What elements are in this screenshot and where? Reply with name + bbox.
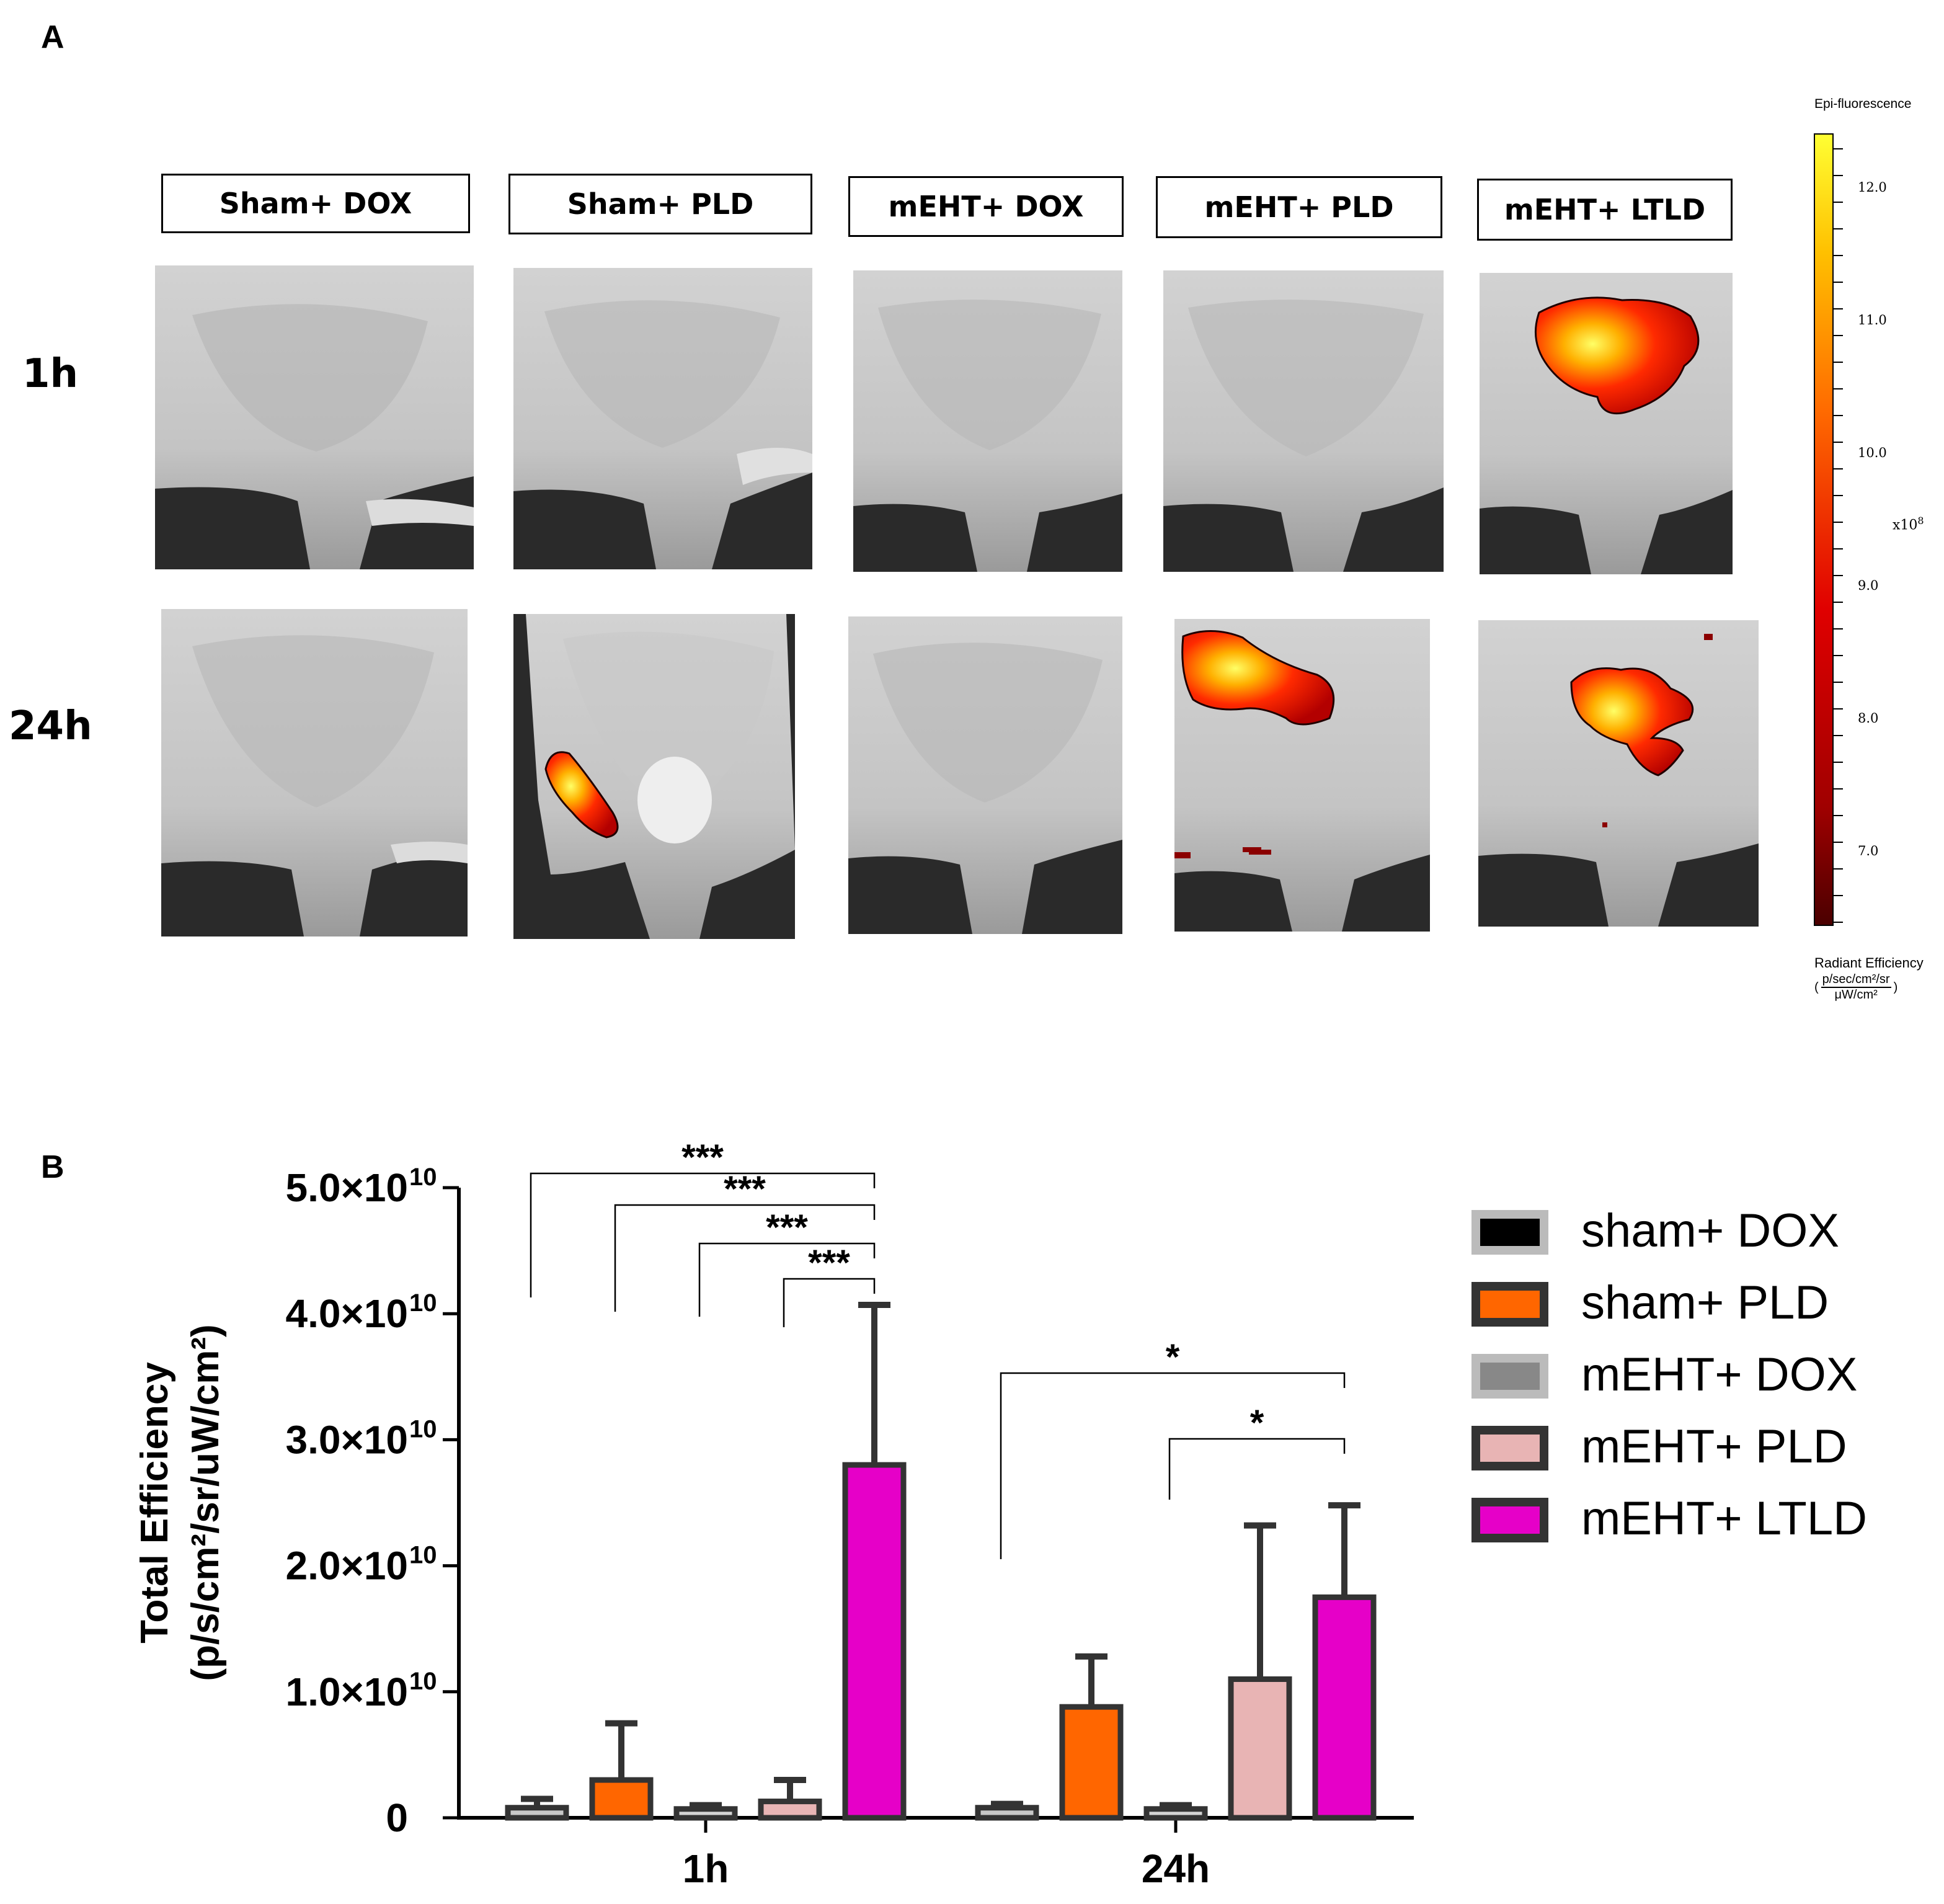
legend-swatch bbox=[1471, 1354, 1548, 1399]
colorbar-unit-title: Radiant Efficiency bbox=[1814, 955, 1924, 971]
y-tick-exponent: 10 bbox=[409, 1289, 437, 1317]
x-tick-label: 24h bbox=[1142, 1846, 1210, 1891]
legend-swatch bbox=[1471, 1498, 1548, 1542]
significance-label: *** bbox=[808, 1243, 850, 1283]
bar bbox=[673, 1806, 738, 1821]
y-tick-exponent: 10 bbox=[409, 1163, 437, 1191]
group-label-meht-ltld: mEHT+ LTLD bbox=[1477, 179, 1733, 241]
colorbar-tick-label: 11.0 bbox=[1858, 313, 1887, 327]
y-tick-exponent: 10 bbox=[409, 1542, 437, 1569]
bar bbox=[1312, 1594, 1377, 1821]
y-tick-label: 4.0×10 bbox=[285, 1291, 408, 1336]
y-tick-label: 0 bbox=[386, 1795, 408, 1840]
image-meht-ltld-1h bbox=[1480, 273, 1733, 574]
significance-label: * bbox=[1166, 1337, 1180, 1377]
chart-significance: ************** bbox=[530, 1137, 1346, 1559]
y-axis-label-line2: (p/s/cm²/sr/uW/cm²) bbox=[184, 1324, 227, 1681]
colorbar-multiplier: x108 bbox=[1893, 515, 1924, 533]
bar bbox=[975, 1805, 1039, 1821]
bar bbox=[589, 1777, 654, 1821]
legend-label: sham+ DOX bbox=[1581, 1204, 1839, 1257]
colorbar-tick-label: 9.0 bbox=[1858, 578, 1879, 593]
legend-label: mEHT+ PLD bbox=[1581, 1420, 1847, 1473]
bar-chart: 01.0×10 102.0×10 103.0×10 104.0×10 105.0×10 1… bbox=[133, 1137, 1867, 1891]
panel-a-letter: A bbox=[41, 19, 64, 55]
image-meht-dox-24h bbox=[848, 616, 1122, 934]
bar bbox=[758, 1799, 822, 1821]
legend-swatch bbox=[1471, 1282, 1548, 1327]
y-tick-label: 1.0×10 bbox=[285, 1670, 408, 1714]
legend-label: mEHT+ LTLD bbox=[1581, 1492, 1867, 1545]
y-tick-label: 5.0×10 bbox=[285, 1165, 408, 1210]
image-sham-pld-24h bbox=[513, 614, 795, 939]
colorbar-unit-denominator: μW/cm² bbox=[1834, 988, 1878, 1002]
significance-label: *** bbox=[766, 1208, 808, 1248]
colorbar-unit-fraction: ( p/sec/cm²/sr μW/cm² ) bbox=[1814, 972, 1898, 1002]
y-tick-exponent: 10 bbox=[409, 1668, 437, 1695]
bar bbox=[1059, 1704, 1124, 1821]
image-sham-dox-1h bbox=[155, 265, 474, 569]
significance-bracket bbox=[530, 1172, 876, 1297]
legend-swatch bbox=[1471, 1426, 1548, 1470]
y-tick-exponent: 10 bbox=[409, 1415, 437, 1443]
image-meht-dox-1h bbox=[853, 270, 1122, 572]
image-sham-pld-1h bbox=[513, 268, 812, 569]
significance-label: * bbox=[1250, 1403, 1264, 1443]
colorbar-tick-label: 10.0 bbox=[1858, 445, 1887, 460]
significance-label: *** bbox=[681, 1137, 724, 1178]
x-tick-label: 1h bbox=[683, 1846, 729, 1891]
y-tick-label: 2.0×10 bbox=[285, 1544, 408, 1588]
bar bbox=[505, 1805, 569, 1821]
chart-bars bbox=[505, 1301, 1377, 1821]
colorbar-title: Epi-fluorescence bbox=[1814, 97, 1912, 111]
significance-bracket bbox=[614, 1204, 876, 1312]
legend-swatch bbox=[1471, 1210, 1548, 1255]
y-tick-label: 3.0×10 bbox=[285, 1417, 408, 1462]
legend-label: sham+ PLD bbox=[1581, 1276, 1829, 1329]
image-meht-pld-24h bbox=[1174, 619, 1430, 932]
image-meht-pld-1h bbox=[1163, 270, 1444, 572]
significance-bracket bbox=[783, 1278, 876, 1327]
colorbar-tick-label: 7.0 bbox=[1858, 843, 1879, 858]
bar bbox=[1143, 1806, 1208, 1821]
colorbar-tick-label: 12.0 bbox=[1858, 180, 1887, 195]
row-label-24h: 24h bbox=[9, 703, 92, 749]
chart-legend: sham+ DOX sham+ PLD mEHT+ DOX mEHT+ PLD mEHT… bbox=[1471, 1204, 1867, 1545]
significance-label: *** bbox=[724, 1169, 766, 1209]
group-label-sham-dox: Sham+ DOX bbox=[161, 174, 470, 233]
group-label-sham-pld: Sham+ PLD bbox=[508, 174, 812, 234]
panel-b-letter: B bbox=[41, 1149, 64, 1185]
significance-bracket bbox=[1000, 1372, 1346, 1559]
chart-axes: 01.0×10 102.0×10 103.0×10 104.0×10 105.0×10 1… bbox=[133, 1163, 1414, 1891]
image-sham-dox-24h bbox=[161, 609, 468, 936]
bar bbox=[842, 1462, 907, 1821]
group-label-meht-pld: mEHT+ PLD bbox=[1156, 176, 1442, 238]
significance-bracket bbox=[1168, 1438, 1346, 1500]
colorbar-unit-numerator: p/sec/cm²/sr bbox=[1821, 972, 1891, 988]
significance-bracket bbox=[698, 1242, 876, 1317]
image-meht-ltld-24h bbox=[1478, 620, 1759, 927]
colorbar bbox=[1814, 133, 1843, 926]
bar bbox=[1228, 1676, 1292, 1821]
legend-label: mEHT+ DOX bbox=[1581, 1348, 1858, 1401]
row-label-1h: 1h bbox=[22, 351, 79, 397]
group-label-meht-dox: mEHT+ DOX bbox=[848, 176, 1124, 237]
colorbar-minor-ticks bbox=[1833, 148, 1843, 923]
y-axis-label-line1: Total Efficiency bbox=[133, 1362, 176, 1644]
colorbar-tick-label: 8.0 bbox=[1858, 711, 1879, 726]
